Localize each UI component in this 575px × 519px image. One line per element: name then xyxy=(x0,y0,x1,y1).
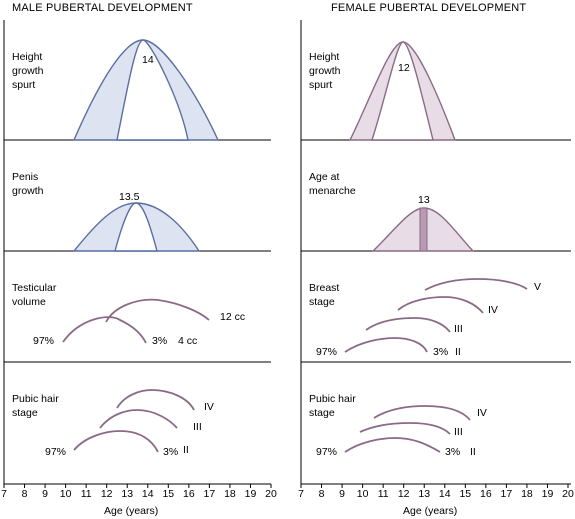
female-panel-title: FEMALE PUBERTAL DEVELOPMENT xyxy=(331,2,526,14)
female-tick-label-15: 15 xyxy=(459,488,471,500)
male-testis-12cc: 12 cc xyxy=(220,311,245,323)
female-pubic-stage-iii-curve xyxy=(359,422,451,435)
male-tick-label-15: 15 xyxy=(162,488,174,500)
female-breast-stage-v: V xyxy=(534,281,541,293)
female-tick-label-16: 16 xyxy=(480,488,492,500)
female-height-label-2: growth xyxy=(309,65,341,77)
female-menarche-label-1: Age at xyxy=(309,171,339,183)
female-height-inner-curve xyxy=(371,41,434,141)
female-height-label-3: spurt xyxy=(309,79,332,91)
female-breast-97: 97% xyxy=(316,346,337,358)
female-menarche-label-2: menarche xyxy=(309,185,356,197)
female-tick-label-7: 7 xyxy=(298,488,304,500)
male-penis-label-1: Penis xyxy=(12,171,38,183)
female-tick-label-17: 17 xyxy=(501,488,513,500)
female-tick-label-10: 10 xyxy=(357,488,369,500)
male-pubic-stage-iv-curve xyxy=(116,389,195,411)
male-tick-label-19: 19 xyxy=(245,488,257,500)
female-pubic-3: 3% xyxy=(445,446,460,458)
male-tick-label-7: 7 xyxy=(1,488,7,500)
female-menarche-median-bar xyxy=(419,207,428,252)
male-tick-label-11: 11 xyxy=(81,488,92,500)
female-tick-label-14: 14 xyxy=(439,488,451,500)
female-panel xyxy=(300,20,571,485)
female-pubic-label-2: stage xyxy=(309,407,335,419)
male-pubic-label-1: Pubic hair xyxy=(12,393,59,405)
female-pubic-stage-iv: IV xyxy=(477,407,487,419)
female-breast-3: 3% xyxy=(433,346,448,358)
female-tick-label-12: 12 xyxy=(398,488,410,500)
male-testis-label-1: Testicular xyxy=(12,282,57,294)
female-pubic-stage-iii: III xyxy=(454,426,463,438)
female-tick-label-18: 18 xyxy=(521,488,533,500)
female-breast-stage-ii-curve xyxy=(344,337,428,353)
male-penis-inner-curve xyxy=(114,202,158,252)
male-tick-label-14: 14 xyxy=(142,488,154,500)
male-height-label-1: Height xyxy=(12,51,42,63)
male-penis-label-2: growth xyxy=(12,185,44,197)
female-breast-stage-iv-curve xyxy=(397,296,484,314)
male-pubic-stage-ii-curve xyxy=(73,430,159,453)
male-tick-label-13: 13 xyxy=(121,488,133,500)
female-tick-label-20: 20 xyxy=(562,488,574,500)
female-tick-label-9: 9 xyxy=(339,488,345,500)
male-tick-label-16: 16 xyxy=(183,488,195,500)
male-panel-title: MALE PUBERTAL DEVELOPMENT xyxy=(12,2,193,14)
female-breast-label-2: stage xyxy=(309,296,335,308)
male-pubic-stage-ii: II xyxy=(183,444,189,456)
male-height-peak: 14 xyxy=(142,54,154,66)
female-pubic-97: 97% xyxy=(316,446,337,458)
female-x-ticks: 7 8 9 10 11 12 13 14 15 16 17 18 19 20 xyxy=(298,484,574,500)
female-menarche-peak: 13 xyxy=(418,194,430,206)
female-height-label-1: Height xyxy=(309,51,339,63)
female-breast-stage-ii: II xyxy=(455,346,461,358)
female-tick-label-11: 11 xyxy=(378,488,389,500)
male-testis-upper-curve xyxy=(105,298,210,323)
male-testis-lower-curve xyxy=(62,316,147,344)
female-pubic-stage-ii-curve xyxy=(344,437,441,453)
male-penis-peak: 13.5 xyxy=(119,191,140,203)
male-height-label-2: growth xyxy=(12,65,44,77)
male-height-label-3: spurt xyxy=(12,79,35,91)
male-pubic-stage-iv: IV xyxy=(204,401,214,413)
female-pubic-stage-iv-curve xyxy=(373,405,471,421)
male-tick-label-8: 8 xyxy=(22,488,28,500)
male-testis-97: 97% xyxy=(33,335,54,347)
female-breast-stage-iii-curve xyxy=(365,317,451,333)
male-x-ticks: 7 8 9 10 11 12 13 14 15 16 17 18 19 20 xyxy=(1,484,277,500)
female-breast-stage-iii: III xyxy=(454,323,463,335)
male-testis-4cc: 4 cc xyxy=(178,335,197,347)
male-tick-label-10: 10 xyxy=(60,488,72,500)
female-x-axis-label: Age (years) xyxy=(403,505,457,517)
female-breast-stage-iv: IV xyxy=(488,304,498,316)
male-pubic-stage-iii: III xyxy=(193,421,202,433)
male-tick-label-9: 9 xyxy=(42,488,48,500)
female-breast-label-1: Breast xyxy=(309,282,339,294)
female-pubic-stage-ii: II xyxy=(470,446,476,458)
male-pubic-3: 3% xyxy=(163,446,178,458)
male-height-inner-curve xyxy=(116,39,189,141)
male-testis-3: 3% xyxy=(152,335,167,347)
male-testis-label-2: volume xyxy=(12,296,46,308)
male-pubic-stage-iii-curve xyxy=(99,409,178,429)
female-tick-label-19: 19 xyxy=(542,488,554,500)
male-tick-label-12: 12 xyxy=(101,488,113,500)
male-pubic-97: 97% xyxy=(45,446,66,458)
male-tick-label-17: 17 xyxy=(204,488,216,500)
female-height-peak: 12 xyxy=(398,62,410,74)
male-tick-label-20: 20 xyxy=(265,488,277,500)
female-pubic-label-1: Pubic hair xyxy=(309,393,356,405)
female-breast-stage-v-curve xyxy=(424,278,528,291)
female-tick-label-13: 13 xyxy=(418,488,430,500)
female-tick-label-8: 8 xyxy=(319,488,325,500)
male-pubic-label-2: stage xyxy=(12,407,38,419)
male-tick-label-18: 18 xyxy=(224,488,236,500)
male-x-axis-label: Age (years) xyxy=(104,505,158,517)
